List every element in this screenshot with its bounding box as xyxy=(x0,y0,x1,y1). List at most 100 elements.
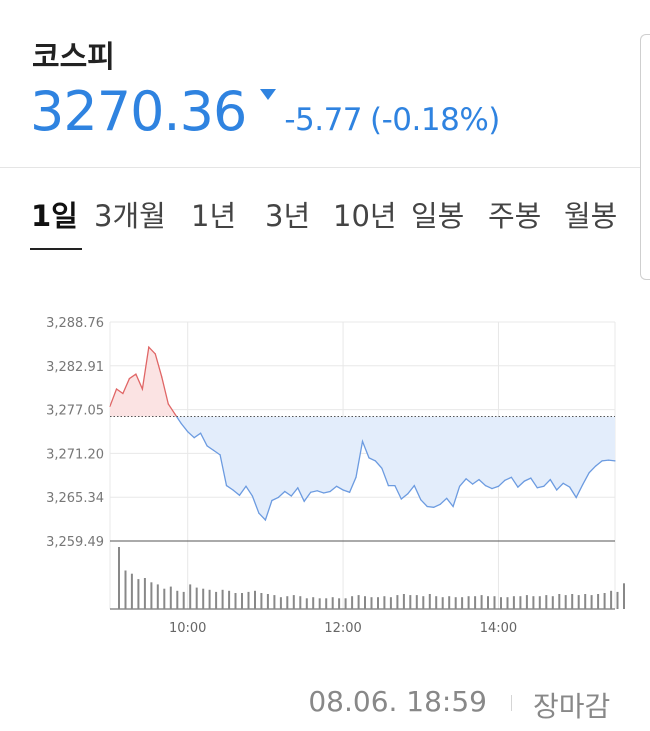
volume-bar xyxy=(558,594,561,609)
intraday-chart: 3,288.76 3,282.91 3,277.05 3,271.20 3,265.34… xyxy=(46,316,625,636)
period-tabs: 1일 3개월 1년 3년 10년 일봉 주봉 월봉 xyxy=(0,185,640,249)
price-point xyxy=(297,487,299,489)
volume-bar xyxy=(273,595,276,609)
price-point xyxy=(232,489,234,491)
volume-bar xyxy=(545,595,548,609)
price-point xyxy=(478,479,480,481)
volume-bar xyxy=(176,590,179,609)
volume-bar xyxy=(241,593,243,609)
volume-bar xyxy=(169,586,172,609)
y-tick-label: 3,265.34 xyxy=(46,491,104,506)
market-status: 장마감 xyxy=(533,690,611,723)
volume-bar xyxy=(461,597,464,609)
volume-bar xyxy=(279,597,282,609)
price-point xyxy=(187,431,189,433)
down-triangle-icon xyxy=(260,89,277,100)
tab-weekly-candle[interactable]: 주봉 xyxy=(488,199,542,233)
price-point xyxy=(536,487,538,489)
volume-bar xyxy=(402,594,405,609)
price-point xyxy=(238,494,241,496)
y-tick-label: 3,288.76 xyxy=(46,316,104,331)
price-point xyxy=(115,388,118,390)
price-point xyxy=(517,486,519,488)
volume-bar xyxy=(448,596,451,609)
footer-divider xyxy=(511,695,512,711)
volume-bar xyxy=(396,595,399,609)
price-point xyxy=(264,519,266,521)
volume-bar xyxy=(124,570,127,609)
tab-10years[interactable]: 10년 xyxy=(333,199,397,233)
price-point xyxy=(251,495,253,497)
price-point xyxy=(439,503,441,505)
price-point xyxy=(225,485,228,487)
price-point xyxy=(484,485,487,487)
volume-bar xyxy=(118,547,120,609)
volume-bar xyxy=(454,597,457,609)
volume-bar xyxy=(493,596,496,609)
volume-bar xyxy=(377,597,379,609)
volume-bar xyxy=(292,595,295,609)
price-point xyxy=(491,488,493,490)
volume-bar xyxy=(338,598,341,609)
y-tick-label: 3,277.05 xyxy=(46,404,104,419)
volume-bar xyxy=(577,595,580,609)
price-point xyxy=(174,413,176,415)
volume-bar xyxy=(143,578,146,609)
volume-bar xyxy=(150,582,153,609)
price-point xyxy=(420,499,422,501)
volume-bar xyxy=(370,597,373,609)
footer: 08.06. 18:59 장마감 xyxy=(0,683,650,723)
price-point xyxy=(394,485,396,487)
price-point xyxy=(271,499,273,502)
volume-bar xyxy=(389,597,392,609)
price-point xyxy=(387,485,389,487)
volume-bar xyxy=(221,589,224,609)
price-point xyxy=(284,490,286,493)
price-point xyxy=(349,491,351,493)
price-point xyxy=(141,388,143,390)
header: 코스피 3270.36 -5.77 (-0.18%) xyxy=(0,0,650,168)
price-point xyxy=(329,490,331,493)
price-point xyxy=(128,378,130,380)
index-name: 코스피 xyxy=(32,40,115,75)
volume-bar xyxy=(571,594,574,609)
price-point xyxy=(323,492,325,494)
volume-bar xyxy=(357,595,360,609)
volume-bar xyxy=(383,596,386,609)
tab-3years[interactable]: 3년 xyxy=(265,199,311,233)
volume-bar xyxy=(189,584,192,609)
price-point xyxy=(310,491,312,493)
current-price: 3270.36 xyxy=(30,80,247,143)
price-point xyxy=(433,506,435,508)
price-point xyxy=(303,500,305,502)
volume-bar xyxy=(597,594,600,609)
price-point xyxy=(400,498,402,500)
side-panel-edge[interactable] xyxy=(640,34,650,280)
volume-bar xyxy=(266,594,269,609)
volume-bar xyxy=(538,596,541,609)
x-tick-label: 14:00 xyxy=(480,621,517,636)
price-point xyxy=(595,465,597,467)
volume-bar xyxy=(364,596,366,609)
volume-bar xyxy=(487,596,489,609)
price-point xyxy=(575,496,577,499)
price-point xyxy=(465,478,467,480)
tab-3months[interactable]: 3개월 xyxy=(94,199,166,233)
price-change: -5.77 xyxy=(284,102,363,138)
price-point xyxy=(407,493,409,495)
price-point xyxy=(562,482,564,484)
volume-bar xyxy=(254,590,256,609)
volume-bar xyxy=(506,597,509,609)
volume-bar xyxy=(351,596,354,609)
price-point xyxy=(472,483,474,485)
tab-1year[interactable]: 1년 xyxy=(191,199,237,233)
price-row: 3270.36 -5.77 (-0.18%) xyxy=(30,80,500,143)
volume-bar xyxy=(610,590,613,609)
tab-monthly-candle[interactable]: 월봉 xyxy=(564,199,618,233)
price-point xyxy=(510,476,512,478)
tab-1day[interactable]: 1일 xyxy=(31,199,78,233)
tab-daily-candle[interactable]: 일봉 xyxy=(411,199,465,233)
volume-bar xyxy=(415,595,418,609)
volume-bar xyxy=(409,595,412,609)
y-tick-label: 3,271.20 xyxy=(46,447,104,462)
